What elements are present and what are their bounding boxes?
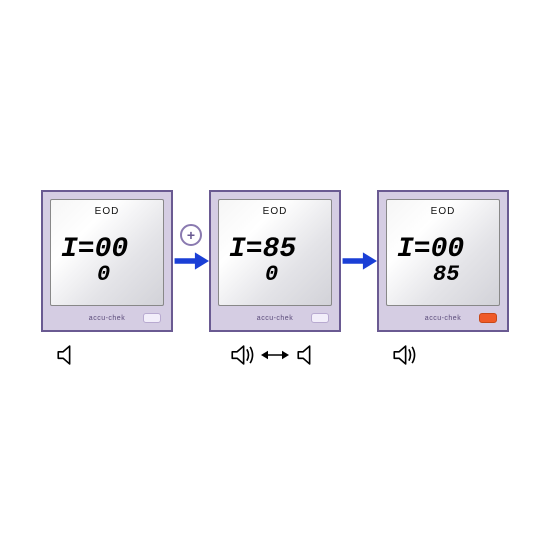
device-step-1: EOD I=00 0 accu-chek bbox=[41, 190, 173, 332]
plus-button-icon: + bbox=[180, 224, 202, 246]
device-sequence: EOD I=00 0 accu-chek + bbox=[0, 190, 550, 332]
brand-label: accu-chek bbox=[257, 315, 293, 322]
bidirectional-arrow-icon bbox=[261, 348, 289, 362]
status-led bbox=[143, 313, 161, 323]
speaker-indicator bbox=[391, 342, 417, 368]
speaker-loud-icon bbox=[391, 342, 417, 368]
device-footer: accu-chek bbox=[379, 306, 507, 330]
speaker-indicator bbox=[55, 342, 81, 368]
brand-label: accu-chek bbox=[425, 315, 461, 322]
device-step-2: EOD I=85 0 accu-chek bbox=[209, 190, 341, 332]
device-step-3: EOD I=00 85 accu-chek bbox=[377, 190, 509, 332]
header-label: EOD bbox=[387, 206, 499, 217]
speaker-loud-icon bbox=[229, 342, 255, 368]
header-label: EOD bbox=[51, 206, 163, 217]
reading-primary: I=00 bbox=[61, 236, 128, 264]
flow-arrow bbox=[341, 190, 377, 332]
flow-arrow: + bbox=[173, 190, 209, 332]
device-footer: accu-chek bbox=[211, 306, 339, 330]
lcd-screen: EOD I=00 0 bbox=[50, 199, 164, 306]
header-label: EOD bbox=[219, 206, 331, 217]
speaker-indicator bbox=[209, 342, 341, 368]
reading-secondary: 0 bbox=[97, 264, 110, 286]
reading-secondary: 85 bbox=[433, 264, 459, 286]
reading-primary: I=00 bbox=[397, 236, 464, 264]
speaker-icon bbox=[295, 342, 321, 368]
lcd-screen: EOD I=85 0 bbox=[218, 199, 332, 306]
reading-primary: I=85 bbox=[229, 236, 296, 264]
reading-secondary: 0 bbox=[265, 264, 278, 286]
brand-label: accu-chek bbox=[89, 315, 125, 322]
speaker-icon bbox=[55, 342, 81, 368]
status-led-on bbox=[479, 313, 497, 323]
status-led bbox=[311, 313, 329, 323]
lcd-screen: EOD I=00 85 bbox=[386, 199, 500, 306]
device-footer: accu-chek bbox=[43, 306, 171, 330]
